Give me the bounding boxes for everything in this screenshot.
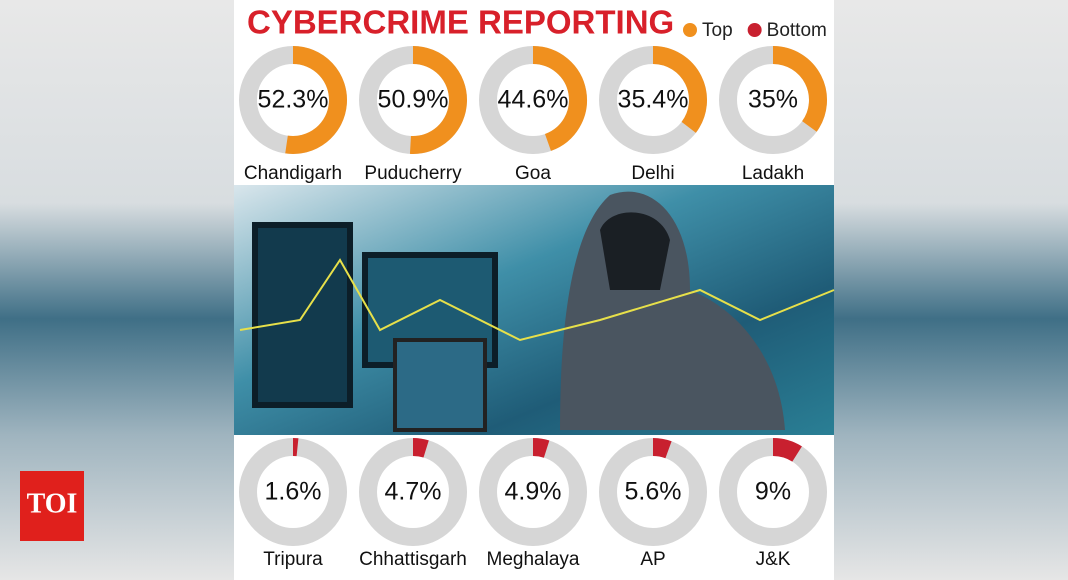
logo-box	[20, 471, 84, 541]
value-label: 1.6%	[265, 478, 322, 506]
value-label: 44.6%	[498, 86, 569, 114]
donut-arc	[409, 46, 467, 154]
category-label: Chhattisgarh	[359, 549, 467, 570]
value-label: 5.6%	[625, 478, 682, 506]
decor-line	[239, 258, 835, 342]
category-label: Meghalaya	[487, 549, 580, 570]
donut-arc	[652, 46, 707, 133]
category-label: Delhi	[631, 163, 674, 184]
legend-label: Top	[702, 20, 733, 41]
category-label: J&K	[756, 549, 791, 570]
value-label: 35.4%	[618, 86, 689, 114]
donut-arc	[285, 46, 347, 154]
category-label: Puducherry	[364, 163, 462, 184]
laptop	[393, 338, 487, 432]
value-label: 52.3%	[258, 86, 329, 114]
donut-arc	[772, 438, 802, 462]
donut-arc	[412, 438, 429, 458]
category-label: Ladakh	[742, 163, 804, 184]
value-label: 9%	[755, 478, 791, 506]
chart-title: CYBERCRIME REPORTING	[247, 4, 674, 41]
donut-arc	[772, 46, 827, 132]
value-label: 35%	[748, 86, 798, 114]
legend-label: Bottom	[767, 20, 827, 41]
hood	[600, 212, 670, 290]
monitor	[252, 222, 353, 408]
logo: TOI	[27, 488, 78, 519]
legend: Top Bottom	[683, 20, 827, 41]
donut-arc	[532, 46, 587, 151]
donut-arc	[652, 438, 672, 459]
value-label: 50.9%	[378, 86, 449, 114]
category-label: Goa	[515, 163, 551, 184]
value-label: 4.7%	[385, 478, 442, 506]
category-label: Chandigarh	[244, 163, 342, 184]
category-label: Tripura	[263, 549, 323, 570]
value-label: 4.9%	[505, 478, 562, 506]
category-label: AP	[640, 549, 665, 570]
legend-swatch	[747, 23, 762, 37]
legend-swatch	[683, 23, 697, 37]
donut-arc	[532, 438, 550, 458]
blurred-side	[834, 0, 1068, 580]
